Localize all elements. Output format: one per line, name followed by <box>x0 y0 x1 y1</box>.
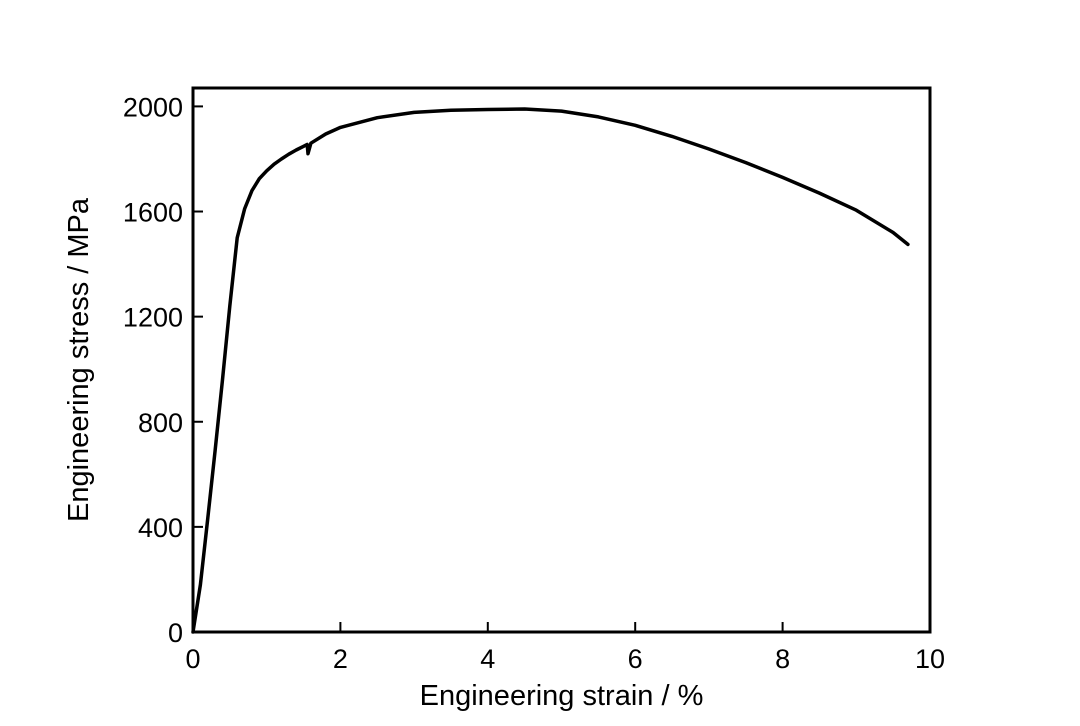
x-tick-label: 6 <box>628 644 643 674</box>
y-tick-label: 0 <box>168 618 183 648</box>
x-tick-label: 0 <box>185 644 200 674</box>
y-axis-title: Engineering stress / MPa <box>63 197 95 522</box>
x-tick-label: 8 <box>775 644 790 674</box>
chart-marks <box>191 107 910 634</box>
plot-frame <box>191 86 932 634</box>
y-axis: 0 400 800 1200 1600 2000 <box>123 92 203 648</box>
y-tick-label: 2000 <box>123 92 183 122</box>
y-tick-label: 800 <box>138 408 183 438</box>
series-line <box>191 107 910 634</box>
x-axis: 0 2 4 6 8 10 <box>185 622 945 674</box>
y-tick-label: 400 <box>138 513 183 543</box>
x-axis-title: Engineering strain / % <box>420 680 704 712</box>
y-tick-label: 1200 <box>123 303 183 333</box>
x-tick-label: 4 <box>480 644 495 674</box>
y-tick-label: 1600 <box>123 198 183 228</box>
x-tick-label: 10 <box>915 644 945 674</box>
x-tick-label: 2 <box>333 644 348 674</box>
